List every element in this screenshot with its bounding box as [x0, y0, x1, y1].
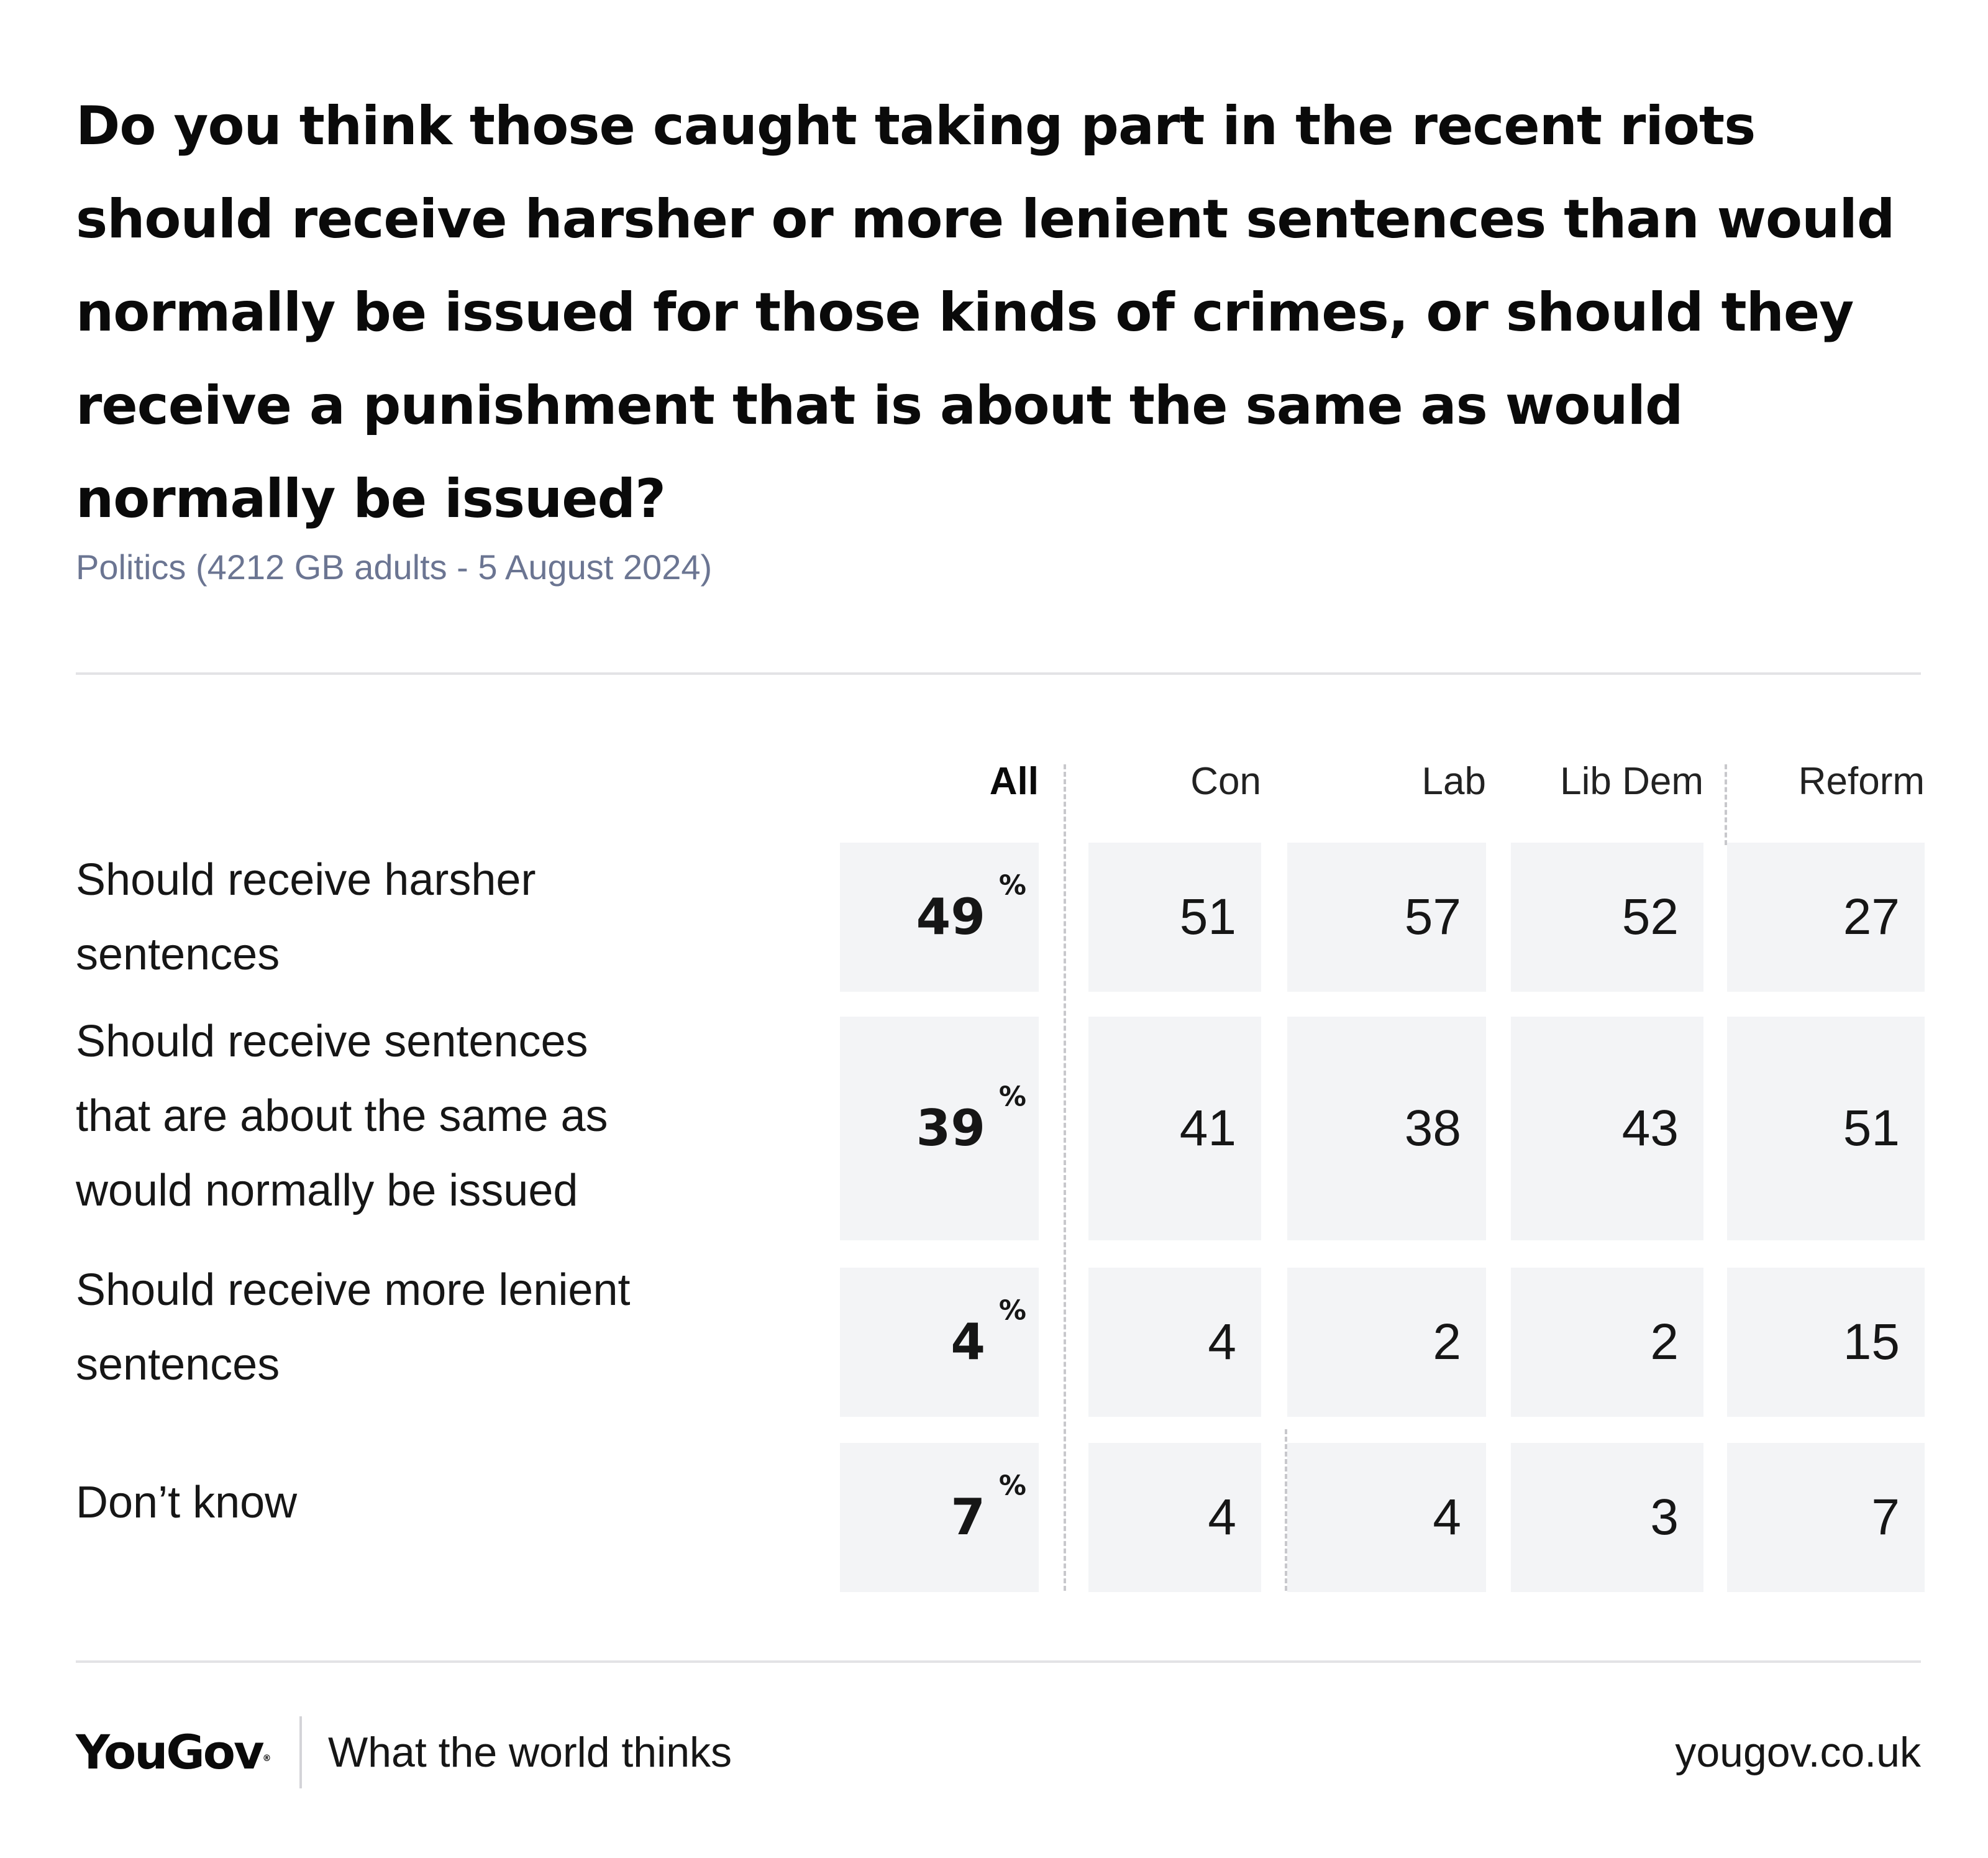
column-header-lib-dem: Lib Dem [1560, 760, 1703, 803]
percent-sign: % [998, 869, 1026, 902]
cell-value: 4 [1208, 1314, 1236, 1370]
table-cell: 7 [1727, 1443, 1925, 1592]
table-cell: 39% [840, 1017, 1039, 1240]
footer-divider [299, 1716, 302, 1788]
table-cell: 49% [840, 843, 1039, 992]
cell-value: 15 [1843, 1314, 1900, 1370]
table-cell: 51 [1088, 843, 1261, 992]
cell-value: 2 [1650, 1314, 1679, 1370]
row-label: Don’t know [76, 1478, 298, 1527]
cell-value: 51 [1843, 1100, 1900, 1156]
column-divider [1725, 764, 1727, 845]
table-cell: 3 [1511, 1443, 1703, 1592]
cell-value: 3 [1650, 1489, 1679, 1545]
table-cell: 2 [1511, 1268, 1703, 1417]
cell-value: 38 [1404, 1100, 1461, 1156]
table-cell: 4 [1088, 1443, 1261, 1592]
table-cell: 51 [1727, 1017, 1925, 1240]
top-divider [76, 672, 1921, 675]
table-cell: 4% [840, 1268, 1039, 1417]
table-cell: 2 [1287, 1268, 1486, 1417]
cell-value: 52 [1621, 889, 1679, 945]
cell-value: 43 [1621, 1100, 1679, 1156]
table-cell: 7% [840, 1443, 1039, 1592]
bottom-divider [76, 1660, 1921, 1663]
cell-value: 51 [1179, 889, 1236, 945]
registered-mark-icon: ® [262, 1754, 271, 1764]
cell-value: 27 [1843, 889, 1900, 945]
cell-value: 4 [951, 1313, 985, 1371]
row-label: Should receive sentences that are about … [76, 1017, 608, 1215]
cell-value: 39 [916, 1099, 985, 1157]
table-cell: 41 [1088, 1017, 1261, 1240]
row-label: Should receive harsher sentences [76, 855, 536, 979]
percent-sign: % [998, 1294, 1026, 1327]
table-cell: 52 [1511, 843, 1703, 992]
table-cell: 27 [1727, 843, 1925, 992]
cell-value: 41 [1179, 1100, 1236, 1156]
column-header-all: All [989, 760, 1039, 803]
footer-tagline: What the world thinks [328, 1729, 732, 1776]
cell-value: 7 [951, 1488, 985, 1546]
column-divider [1285, 1429, 1287, 1591]
chart-title: Do you think those caught taking part in… [76, 95, 1895, 530]
cell-value: 7 [1871, 1489, 1900, 1545]
column-header-lab: Lab [1421, 760, 1486, 803]
percent-sign: % [998, 1081, 1026, 1113]
column-header-con: Con [1190, 760, 1261, 803]
cell-value: 4 [1433, 1489, 1461, 1545]
cell-value: 4 [1208, 1489, 1236, 1545]
table-cell: 4 [1287, 1443, 1486, 1592]
percent-sign: % [998, 1470, 1026, 1502]
cell-value: 2 [1433, 1314, 1461, 1370]
table-cell: 4 [1088, 1268, 1261, 1417]
table-cell: 15 [1727, 1268, 1925, 1417]
column-divider [1064, 764, 1066, 1591]
table-cell: 57 [1287, 843, 1486, 992]
column-header-reform: Reform [1798, 760, 1925, 803]
footer-url[interactable]: yougov.co.uk [1675, 1729, 1921, 1776]
yougov-logo: YouGov® [76, 1721, 271, 1783]
cell-value: 49 [916, 888, 985, 946]
table-cell: 38 [1287, 1017, 1486, 1240]
chart-subtitle: Politics (4212 GB adults - 5 August 2024… [76, 547, 713, 587]
logo-text: YouGov [76, 1724, 265, 1780]
cell-value: 57 [1404, 889, 1461, 945]
table-cell: 43 [1511, 1017, 1703, 1240]
row-label: Should receive more lenient sentences [76, 1265, 631, 1389]
